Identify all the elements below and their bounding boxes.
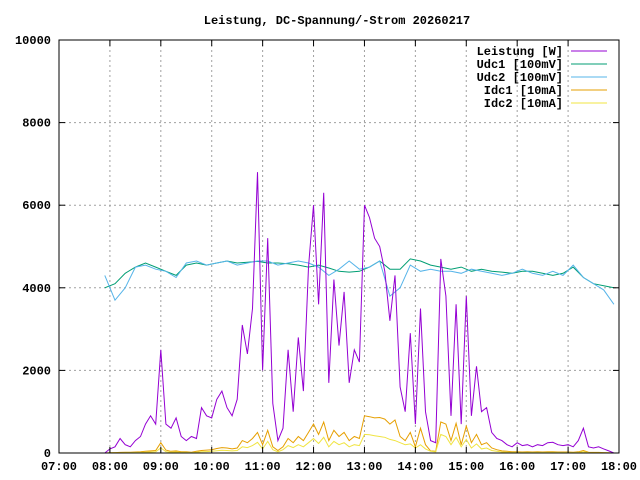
x-tick-label: 08:00 bbox=[92, 460, 128, 474]
series-line-idc1 bbox=[104, 415, 614, 454]
y-tick-label: 6000 bbox=[22, 199, 51, 213]
x-tick-label: 09:00 bbox=[143, 460, 179, 474]
y-tick-label: 2000 bbox=[22, 364, 51, 378]
y-tick-label: 10000 bbox=[15, 34, 51, 48]
series-line-udc1 bbox=[104, 258, 615, 289]
axis-ticks: 07:00 08:00 09:00 10:00 11:00 12:00 13:00 14:00… bbox=[15, 34, 637, 474]
legend: Leistung [W]Udc1 [100mV]Udc2 [100mV]Idc1… bbox=[477, 45, 607, 111]
legend-label: Udc1 [100mV] bbox=[477, 58, 563, 72]
x-tick-label: 12:00 bbox=[296, 460, 332, 474]
grid bbox=[59, 40, 619, 453]
plot-border bbox=[58, 39, 620, 454]
series-layer bbox=[104, 172, 615, 454]
x-tick-label: 18:00 bbox=[601, 460, 637, 474]
x-tick-label: 14:00 bbox=[397, 460, 433, 474]
chart-title: Leistung, DC-Spannung/-Strom 20260217 bbox=[204, 14, 470, 28]
series-line-leistung bbox=[104, 172, 615, 454]
x-tick-label: 11:00 bbox=[245, 460, 281, 474]
legend-label: Udc2 [100mV] bbox=[477, 71, 563, 85]
x-tick-label: 17:00 bbox=[550, 460, 586, 474]
x-tick-label: 15:00 bbox=[448, 460, 484, 474]
y-tick-label: 8000 bbox=[22, 117, 51, 131]
x-tick-label: 13:00 bbox=[346, 460, 382, 474]
series-line-udc2 bbox=[104, 260, 615, 305]
legend-label: Leistung [W] bbox=[477, 45, 563, 59]
legend-label: Idc1 [10mA] bbox=[484, 84, 563, 98]
x-tick-label: 10:00 bbox=[194, 460, 230, 474]
y-tick-label: 0 bbox=[44, 447, 51, 461]
legend-label: Idc2 [10mA] bbox=[484, 97, 563, 111]
x-tick-label: 16:00 bbox=[499, 460, 535, 474]
x-tick-label: 07:00 bbox=[41, 460, 77, 474]
y-tick-label: 4000 bbox=[22, 282, 51, 296]
